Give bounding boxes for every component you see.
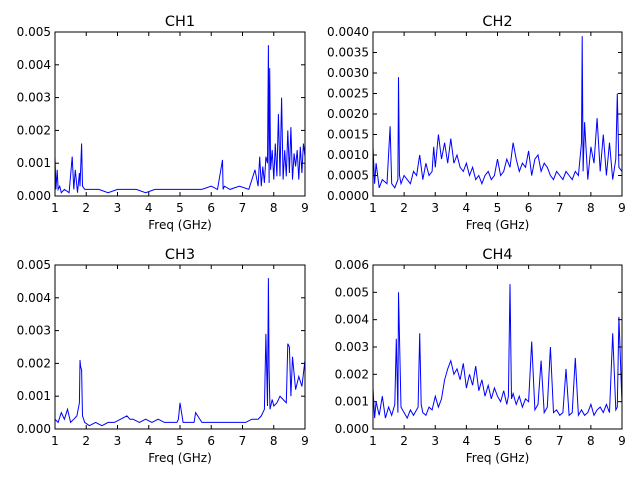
x-tick-label: 9 <box>618 201 626 215</box>
x-axis-label: Freq (GHz) <box>466 218 530 232</box>
y-tick-label: 0.0040 <box>327 25 369 39</box>
panel-ch3: 1 2 3 4 5 6 7 8 9 0.000 0.001 0.002 0.003 0.004 0.005 C… <box>17 247 309 465</box>
y-tick-label: 0.003 <box>17 91 51 105</box>
y-tick-label: 0.0020 <box>327 107 369 121</box>
x-tick-label: 7 <box>556 434 564 448</box>
x-tick-label: 2 <box>400 201 408 215</box>
x-tick-label: 2 <box>82 434 90 448</box>
y-tick-label: 0.002 <box>17 356 51 370</box>
y-tick-label: 0.002 <box>335 367 369 381</box>
x-tick-label: 6 <box>525 201 533 215</box>
y-tick-label: 0.004 <box>17 58 51 72</box>
y-tick-label: 0.001 <box>335 395 369 409</box>
series-line <box>54 278 306 427</box>
y-tick-label: 0.0035 <box>327 46 369 60</box>
x-tick-label: 9 <box>301 434 309 448</box>
series-line <box>372 36 623 189</box>
y-tick-label: 0.001 <box>17 156 51 170</box>
x-tick-label: 6 <box>207 201 215 215</box>
y-tick-label: 0.000 <box>17 422 51 436</box>
chart-title: CH3 <box>165 247 195 263</box>
x-axis-label: Freq (GHz) <box>466 451 530 465</box>
y-tick-label: 0.004 <box>335 313 369 327</box>
y-tick-label: 0.005 <box>17 258 51 272</box>
x-tick-label: 8 <box>587 434 595 448</box>
x-tick-label: 4 <box>145 201 153 215</box>
x-tick-label: 1 <box>369 434 377 448</box>
x-axis-label: Freq (GHz) <box>148 218 212 232</box>
y-tick-label: 0.0015 <box>327 128 369 142</box>
x-tick-label: 5 <box>494 201 502 215</box>
chart-title: CH1 <box>165 14 195 30</box>
y-tick-label: 0.003 <box>17 324 51 338</box>
chart-title: CH2 <box>482 14 512 30</box>
y-tick-label: 0.000 <box>335 422 369 436</box>
x-tick-label: 8 <box>587 201 595 215</box>
y-tick-label: 0.005 <box>335 285 369 299</box>
x-tick-label: 6 <box>525 434 533 448</box>
x-tick-label: 2 <box>82 201 90 215</box>
x-tick-label: 5 <box>494 434 502 448</box>
x-tick-label: 7 <box>556 201 564 215</box>
x-tick-label: 3 <box>114 201 122 215</box>
x-tick-label: 4 <box>463 201 471 215</box>
series-line <box>54 45 306 194</box>
x-tick-label: 8 <box>270 434 278 448</box>
y-tick-label: 0.006 <box>335 258 369 272</box>
panel-ch1: 1 2 3 4 5 6 7 8 9 0.000 0.001 0.002 0.003 0.004 0.005 C… <box>17 14 309 232</box>
y-tick-label: 0.001 <box>17 389 51 403</box>
x-tick-label: 7 <box>239 434 247 448</box>
y-tick-label: 0.004 <box>17 291 51 305</box>
x-tick-label: 1 <box>51 201 59 215</box>
y-tick-label: 0.003 <box>335 340 369 354</box>
x-tick-label: 6 <box>207 434 215 448</box>
panel-ch2: 1 2 3 4 5 6 7 8 9 0.0000 0.0005 0.0010 0.0015 0.0020 0… <box>327 14 626 232</box>
y-tick-label: 0.0030 <box>327 66 369 80</box>
x-tick-label: 9 <box>618 434 626 448</box>
x-tick-label: 5 <box>176 201 184 215</box>
y-tick-label: 0.0005 <box>327 169 369 183</box>
panel-ch4: 1 2 3 4 5 6 7 8 9 0.000 0.001 0.002 0.003 0.004 0.005 0… <box>335 247 626 465</box>
y-tick-label: 0.000 <box>17 189 51 203</box>
x-tick-label: 2 <box>400 434 408 448</box>
y-tick-label: 0.002 <box>17 123 51 137</box>
x-tick-label: 3 <box>114 434 122 448</box>
x-tick-label: 9 <box>301 201 309 215</box>
series-line <box>372 284 623 420</box>
y-tick-label: 0.005 <box>17 25 51 39</box>
x-axis-label: Freq (GHz) <box>148 451 212 465</box>
y-tick-label: 0.0010 <box>327 148 369 162</box>
x-tick-label: 1 <box>51 434 59 448</box>
x-tick-label: 5 <box>176 434 184 448</box>
y-tick-label: 0.0025 <box>327 87 369 101</box>
x-tick-label: 3 <box>431 201 439 215</box>
x-tick-label: 1 <box>369 201 377 215</box>
x-tick-label: 3 <box>431 434 439 448</box>
x-tick-label: 7 <box>239 201 247 215</box>
x-tick-label: 8 <box>270 201 278 215</box>
x-tick-label: 4 <box>463 434 471 448</box>
chart-title: CH4 <box>482 247 512 263</box>
x-tick-label: 4 <box>145 434 153 448</box>
y-tick-label: 0.0000 <box>327 189 369 203</box>
